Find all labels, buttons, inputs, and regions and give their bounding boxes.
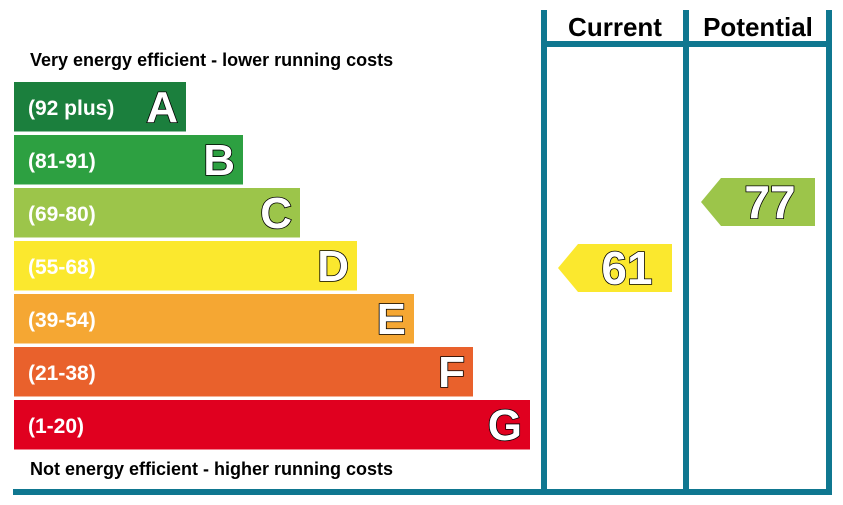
current-column-header: Current (568, 12, 662, 42)
band-f-bar (14, 347, 473, 397)
frame-vertical-line (541, 10, 547, 495)
band-c-range: (69-80) (28, 203, 96, 226)
frame-vertical-line (826, 10, 832, 495)
band-f-range: (21-38) (28, 362, 96, 385)
band-c-bar (14, 188, 300, 238)
frame-header-line (544, 41, 832, 47)
current-rating-arrow (558, 244, 672, 292)
band-g-range: (1-20) (28, 415, 84, 438)
band-a-range: (92 plus) (28, 97, 114, 120)
chart-frame (13, 10, 832, 495)
band-e-bar (14, 294, 414, 344)
rating-arrows: 61 77 (558, 175, 815, 295)
potential-column-header: Potential (703, 12, 813, 42)
band-a-bar (14, 82, 186, 132)
band-e-letter: E (377, 295, 406, 344)
band-d-range: (55-68) (28, 256, 96, 279)
band-e-range: (39-54) (28, 309, 96, 332)
band-a-letter: A (146, 83, 178, 132)
potential-rating-arrow (701, 178, 815, 226)
band-d-letter: D (317, 242, 349, 291)
frame-vertical-line (683, 10, 689, 495)
frame-bottom-line (13, 489, 832, 495)
band-b-bar (14, 135, 243, 185)
band-g-bar (14, 400, 530, 450)
band-b-range: (81-91) (28, 150, 96, 173)
band-d-bar (14, 241, 357, 291)
band-g-letter: G (488, 401, 522, 450)
top-caption: Very energy efficient - lower running co… (30, 50, 393, 70)
potential-rating-value: 77 (744, 176, 795, 228)
band-b-letter: B (203, 136, 235, 185)
rating-bands: (92 plus) A (81-91) B (69-80) C (55-68) D (39-54… (14, 82, 530, 451)
bottom-caption: Not energy efficient - higher running co… (30, 459, 393, 479)
band-c-letter: C (260, 189, 292, 238)
band-f-letter: F (438, 348, 465, 397)
current-rating-value: 61 (601, 242, 652, 294)
